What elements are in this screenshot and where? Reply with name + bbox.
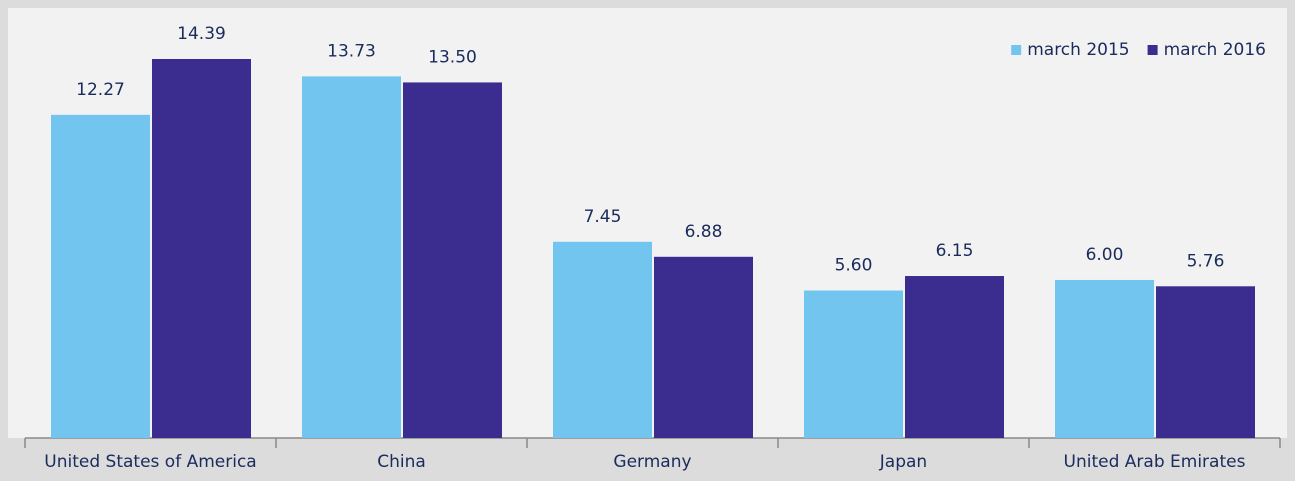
bar — [1055, 279, 1154, 438]
value-label: 13.50 — [428, 47, 477, 67]
bar — [51, 114, 150, 438]
value-label: 7.45 — [584, 207, 622, 227]
legend-swatch — [1147, 45, 1158, 55]
bar — [302, 76, 401, 438]
value-label: 5.60 — [835, 256, 873, 276]
bar — [403, 82, 502, 438]
bar — [804, 290, 903, 438]
x-tick-label: United States of America — [44, 452, 256, 472]
bar — [654, 256, 753, 438]
legend-swatch — [1011, 45, 1022, 55]
value-label: 13.73 — [327, 41, 376, 61]
legend-label: march 2016 — [1164, 40, 1266, 60]
bar — [1156, 286, 1255, 438]
legend-label: march 2015 — [1027, 40, 1129, 60]
bar — [553, 241, 652, 438]
value-label: 14.39 — [177, 24, 226, 44]
value-label: 12.27 — [76, 80, 125, 100]
value-label: 6.00 — [1086, 245, 1124, 265]
value-label: 5.76 — [1187, 251, 1225, 271]
x-tick-label: Japan — [879, 452, 927, 472]
x-tick-label: China — [377, 452, 426, 472]
value-label: 6.15 — [936, 241, 974, 261]
x-tick-label: Germany — [613, 452, 691, 472]
bar — [905, 276, 1004, 438]
x-tick-label: United Arab Emirates — [1064, 452, 1246, 472]
bar — [152, 59, 251, 438]
value-label: 6.88 — [685, 222, 723, 242]
